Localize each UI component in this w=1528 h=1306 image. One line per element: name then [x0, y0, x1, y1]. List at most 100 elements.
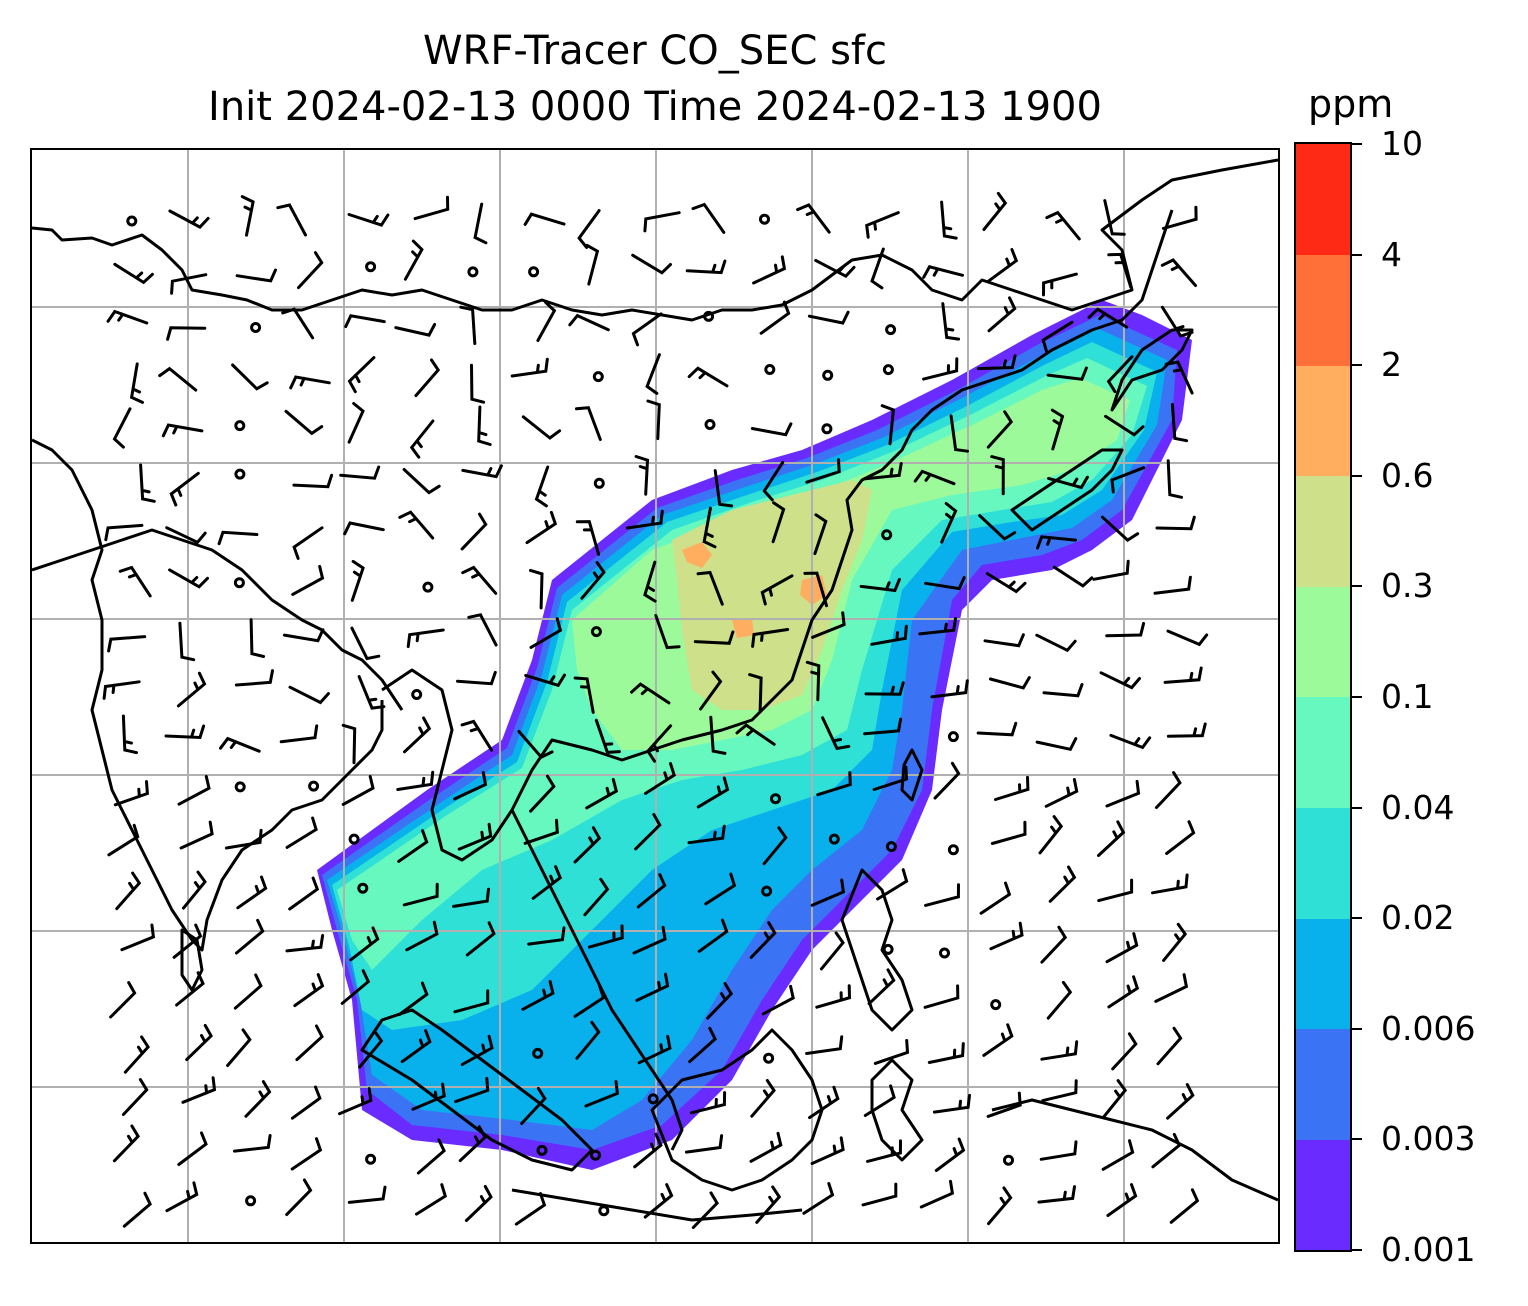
wind-barb: [932, 1093, 971, 1114]
wind-barb: [477, 405, 492, 446]
wind-barb: [814, 258, 856, 279]
colorbar-tick-label: 0.02: [1381, 898, 1455, 938]
wind-barb: [170, 273, 208, 295]
wind-barb: [523, 818, 559, 845]
wind-barbs: [102, 191, 1209, 1229]
wind-barb: [461, 464, 503, 479]
wind-barb: [453, 771, 488, 801]
coast-sumatra: [360, 1008, 594, 1172]
wind-barb: [872, 765, 909, 791]
colorbar-tick-label: 0.6: [1381, 455, 1434, 495]
wind-barb: [529, 774, 556, 813]
wind-barb: [115, 871, 142, 911]
wind-barb: [165, 526, 207, 545]
wind-barb: [1151, 1132, 1182, 1169]
wind-barb: [923, 984, 960, 1009]
wind-barb: [697, 918, 729, 953]
calm-wind-marker: [759, 213, 770, 225]
wind-barb: [536, 300, 557, 342]
wind-barb: [631, 253, 672, 275]
wind-barb: [762, 826, 788, 866]
colorbar-tick: [1352, 474, 1362, 477]
wind-barb: [139, 463, 156, 503]
calm-wind-marker: [763, 1052, 775, 1064]
wind-barb: [244, 1080, 272, 1118]
wind-barb: [1160, 258, 1197, 287]
wind-barb: [863, 717, 903, 736]
wind-barb: [913, 469, 956, 486]
wind-barb: [409, 419, 435, 459]
wind-barb: [987, 1186, 1013, 1226]
wind-barb: [870, 247, 885, 290]
wind-barb: [816, 771, 852, 797]
wind-barb: [687, 824, 726, 845]
wind-barb: [1050, 408, 1065, 451]
wind-barb: [416, 1138, 446, 1175]
wind-barb: [107, 823, 140, 857]
wind-barb: [285, 934, 325, 953]
wind-barb: [1038, 815, 1064, 855]
wind-barb: [873, 1039, 910, 1065]
wind-barb: [643, 211, 681, 233]
wind-barb: [233, 973, 263, 1010]
wind-barb: [748, 673, 763, 714]
wind-barb: [284, 409, 324, 436]
wind-barb: [864, 681, 905, 696]
coast-japan-korea: [1010, 328, 1194, 532]
wind-barb: [577, 209, 601, 249]
coast-india: [32, 438, 384, 952]
wind-barb: [169, 471, 200, 507]
calm-wind-marker: [885, 324, 897, 336]
wind-barb: [976, 721, 1018, 737]
wind-barb: [168, 568, 209, 589]
colorbar-segment: [1296, 144, 1350, 256]
wind-barb: [413, 195, 450, 221]
coast-indochina: [510, 809, 684, 1151]
wind-barb: [865, 211, 900, 239]
wind-barb: [217, 530, 259, 546]
wind-barb: [750, 1079, 776, 1118]
wind-barb: [982, 191, 1008, 231]
wind-barb: [529, 617, 563, 649]
wind-barb: [1042, 272, 1078, 297]
calm-wind-marker: [647, 1093, 659, 1105]
wind-barb: [1040, 925, 1068, 964]
wind-barb: [1046, 980, 1073, 1020]
map-title-line1: WRF-Tracer CO_SEC sfc: [422, 28, 888, 74]
wind-barb: [580, 561, 606, 600]
wind-barb: [994, 775, 1030, 801]
wind-barb: [297, 251, 324, 290]
wind-barb: [625, 509, 664, 530]
wind-barb: [175, 971, 205, 1007]
wind-barb: [1106, 1183, 1138, 1217]
coast-himalaya: [32, 528, 404, 711]
wind-barb: [702, 506, 717, 549]
wind-barb: [1109, 733, 1152, 750]
wind-barb: [453, 989, 490, 1014]
wind-barb: [573, 826, 602, 864]
wind-barb: [691, 202, 726, 234]
wind-barb: [585, 243, 600, 286]
wind-barb: [1101, 515, 1140, 542]
wind-barb: [933, 761, 961, 800]
wind-barb: [279, 724, 319, 744]
calm-wind-marker: [234, 420, 246, 432]
colorbar-tick-label: 0.3: [1381, 566, 1434, 606]
calm-wind-marker: [593, 477, 605, 489]
wind-barb: [350, 626, 381, 661]
colorbar-tick: [1352, 1249, 1362, 1251]
calm-wind-marker: [881, 529, 893, 541]
calm-wind-marker: [528, 266, 540, 278]
calm-wind-marker: [422, 581, 434, 593]
wind-barb: [749, 921, 777, 959]
calm-wind-marker: [882, 364, 894, 376]
wind-barb: [813, 513, 828, 556]
map-panel: [30, 148, 1280, 1244]
wind-barb: [940, 502, 958, 544]
colorbar-segment: [1296, 586, 1350, 698]
wind-barb: [276, 203, 307, 237]
wind-barb: [1037, 1185, 1076, 1204]
colorbar-segment: [1296, 475, 1350, 587]
wind-barb: [1103, 199, 1126, 236]
wind-barb: [293, 973, 325, 1008]
